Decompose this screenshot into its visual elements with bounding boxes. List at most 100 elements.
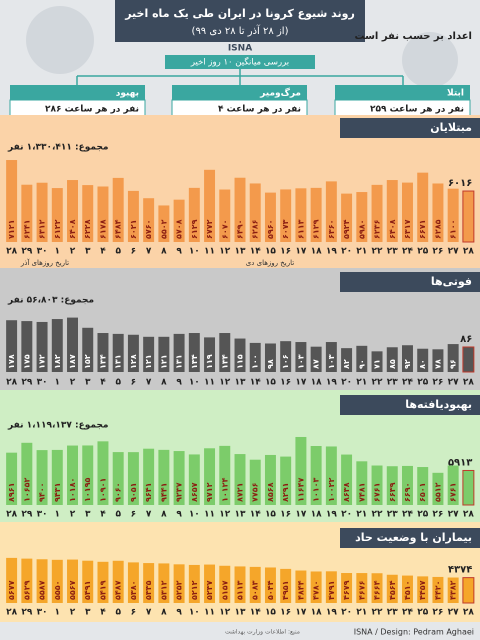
value-label: ۶۱۲۲: [53, 219, 62, 239]
x-tick-label: ۱۸: [311, 247, 322, 257]
bar: [82, 560, 94, 603]
box-head: [10, 85, 145, 100]
bar: [310, 445, 322, 505]
value-label: ۵۷۶۰: [144, 219, 153, 239]
x-tick-label: ۲۵: [417, 247, 428, 257]
section-total: مجموع: ۱،۳۳۰،۴۱۱ نفر: [7, 143, 109, 153]
bar: [97, 333, 109, 372]
bar: [264, 454, 276, 505]
x-tick-label: ۲۴: [402, 608, 413, 618]
value-label: ۵۱۵۷: [220, 580, 229, 600]
bar: [447, 344, 459, 372]
x-tick-label: ۱۶: [280, 510, 291, 520]
title-box: [115, 0, 365, 42]
bar: [143, 336, 155, 372]
bar: [143, 448, 155, 505]
value-label: ۹۶: [449, 359, 458, 369]
bar: [295, 570, 307, 603]
value-label: ۶۲۸۵: [433, 219, 442, 239]
x-axis-label: تاریخ روزهای آذر: [20, 258, 69, 267]
x-tick-label: ۱: [55, 378, 61, 388]
x-tick-label: ۱۰: [189, 608, 200, 618]
bar: [264, 567, 276, 603]
box-text: ۲۵۹ نفر در هر ساعت: [370, 105, 464, 115]
x-tick-label: ۹: [176, 247, 182, 257]
x-tick-label: ۶: [131, 378, 137, 388]
bar: [51, 188, 63, 242]
value-label: ۵۵۰۲: [159, 219, 168, 239]
value-label: ۱۰۱۰۳: [312, 477, 321, 502]
x-tick-label: ۳: [85, 378, 91, 388]
value-label: ۱۳۱: [114, 354, 123, 369]
bar: [67, 317, 78, 372]
x-tick-label: ۱۳: [235, 510, 246, 520]
value-label: ۱۲۱: [159, 354, 168, 369]
x-tick-label: ۲۳: [387, 608, 398, 618]
bar: [386, 466, 398, 505]
bar: [249, 566, 261, 603]
x-tick-label: ۸: [161, 378, 167, 388]
value-label: ۶۷۷۲: [205, 219, 214, 239]
x-tick-label: ۳۰: [37, 608, 48, 618]
box-title: بهبود: [116, 89, 139, 99]
bar: [249, 183, 261, 242]
bar: [280, 456, 292, 505]
source: منبع: اطلاعات وزارت بهداشت: [225, 629, 300, 636]
x-tick-label: ۱: [55, 608, 61, 618]
bar: [280, 341, 292, 372]
x-tick-label: ۱۹: [326, 510, 337, 520]
value-label: ۶۴۰۸: [68, 219, 77, 239]
x-tick-label: ۴: [100, 247, 106, 257]
bar: [264, 192, 276, 242]
bar: [112, 177, 124, 242]
value-label: ۷۱۲۱: [7, 219, 16, 239]
x-tick-label: ۱۶: [280, 378, 291, 388]
bar: [158, 336, 170, 372]
bar: [188, 187, 200, 242]
bar: [21, 442, 33, 505]
bar: [234, 338, 246, 372]
bar: [67, 445, 78, 505]
value-label: ۴۶۶۴: [373, 580, 382, 600]
value-label: ۶۶۷۱: [418, 219, 427, 239]
bar: [51, 559, 63, 603]
x-tick-label: ۱۵: [265, 247, 276, 257]
bar: [371, 184, 383, 242]
bar: [462, 190, 475, 243]
x-tick-label: ۹: [176, 608, 182, 618]
bar: [143, 563, 155, 603]
value-label: ۸۵: [388, 359, 397, 369]
value-label: ۴۳۷۴: [448, 565, 472, 576]
x-tick-label: ۲۵: [417, 608, 428, 618]
value-label: ۱۳۱: [175, 354, 184, 369]
value-label: ۹۰: [357, 359, 366, 369]
x-tick-label: ۱۹: [326, 378, 337, 388]
value-label: ۵۵۱۲: [433, 482, 442, 502]
x-tick-label: ۱۵: [265, 510, 276, 520]
x-tick-label: ۲۱: [356, 378, 367, 388]
value-label: ۱۲۱: [144, 354, 153, 369]
value-label: ۹۲: [403, 359, 412, 369]
bar: [188, 333, 200, 372]
x-tick-label: ۲۲: [372, 510, 383, 520]
value-label: ۵۹۶۰: [266, 219, 275, 239]
bar: [21, 184, 33, 242]
bar: [310, 571, 322, 603]
section-tab: [340, 528, 480, 548]
bar: [97, 441, 109, 505]
x-tick-label: ۲۳: [387, 510, 398, 520]
x-tick-label: ۱۱: [204, 247, 215, 257]
value-label: ۱۰۶: [281, 354, 290, 369]
bar: [432, 349, 444, 372]
credit: ISNA / Design: Pedram Aghaei: [354, 628, 474, 637]
section-title: مبتلایان: [430, 121, 472, 134]
bar: [341, 573, 353, 603]
x-tick-label: ۲۶: [432, 378, 443, 388]
x-tick-label: ۲۹: [21, 247, 32, 257]
bar: [173, 333, 185, 372]
x-tick-label: ۲۲: [372, 378, 383, 388]
value-label: ۶۴۸۴: [114, 219, 123, 239]
bar: [51, 319, 63, 372]
x-tick-label: ۱۰: [189, 247, 200, 257]
x-tick-label: ۱۲: [219, 608, 230, 618]
